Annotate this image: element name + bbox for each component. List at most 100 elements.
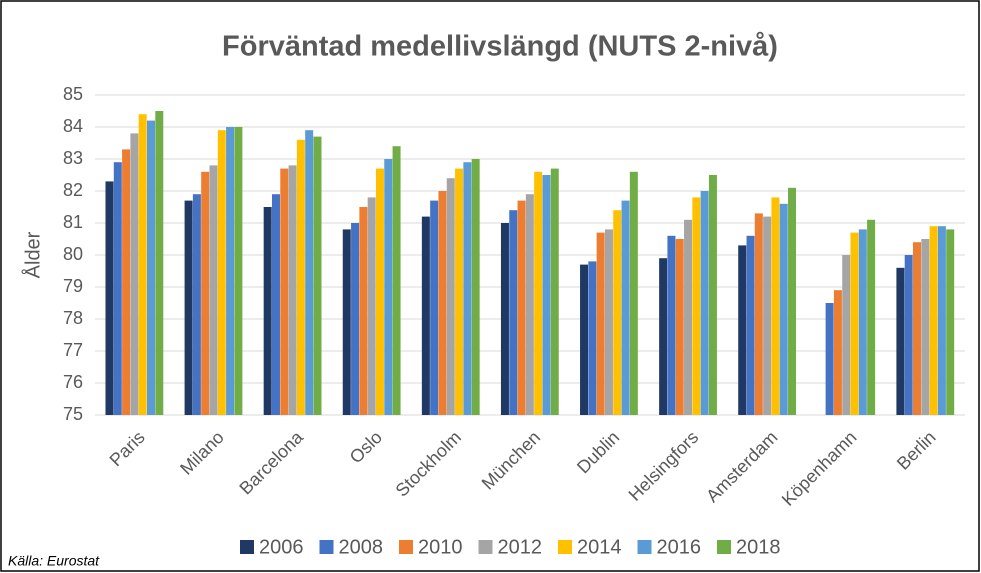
legend-swatch bbox=[399, 540, 413, 554]
bar bbox=[471, 159, 480, 415]
bar bbox=[700, 191, 709, 415]
y-tick-label: 78 bbox=[63, 308, 83, 328]
bar bbox=[263, 207, 272, 415]
bar bbox=[550, 168, 559, 415]
bar bbox=[896, 267, 905, 415]
y-tick-label: 85 bbox=[63, 84, 83, 104]
bar bbox=[509, 210, 518, 415]
source-note: Källa: Eurostat bbox=[8, 553, 100, 569]
bar bbox=[130, 133, 139, 415]
bar bbox=[684, 219, 693, 415]
bar bbox=[146, 120, 155, 415]
bar bbox=[850, 232, 859, 415]
bar bbox=[833, 290, 842, 415]
legend-swatch bbox=[637, 540, 652, 554]
bar bbox=[296, 139, 305, 416]
bar bbox=[226, 127, 235, 415]
legend-label: 2018 bbox=[736, 536, 781, 558]
legend-label: 2014 bbox=[577, 536, 622, 558]
legend-swatch bbox=[717, 540, 731, 554]
bar bbox=[525, 194, 534, 415]
bar bbox=[280, 168, 289, 415]
bar bbox=[629, 171, 638, 415]
bar bbox=[351, 223, 360, 415]
bar bbox=[342, 229, 351, 415]
bar bbox=[138, 114, 147, 415]
bar bbox=[122, 149, 131, 415]
bar bbox=[517, 200, 526, 415]
legend-swatch bbox=[558, 540, 572, 554]
bar bbox=[542, 175, 551, 415]
bar bbox=[105, 181, 114, 415]
bar bbox=[659, 258, 668, 415]
bar bbox=[746, 235, 755, 415]
bar bbox=[455, 168, 464, 415]
y-tick-label: 77 bbox=[63, 340, 83, 360]
y-tick-label: 76 bbox=[63, 372, 83, 392]
bar bbox=[708, 175, 717, 415]
bar bbox=[271, 194, 280, 415]
bar bbox=[234, 127, 243, 415]
bar bbox=[937, 226, 946, 415]
legend-label: 2016 bbox=[657, 536, 702, 558]
bar bbox=[621, 200, 630, 415]
bar bbox=[588, 261, 597, 415]
y-tick-label: 75 bbox=[63, 404, 83, 424]
bar bbox=[913, 242, 922, 415]
y-tick-label: 80 bbox=[63, 244, 83, 264]
bar bbox=[946, 229, 955, 415]
bar bbox=[209, 165, 218, 415]
bar bbox=[904, 255, 913, 415]
bar bbox=[184, 200, 193, 415]
y-tick-label: 82 bbox=[63, 180, 83, 200]
y-tick-label: 81 bbox=[63, 212, 83, 232]
bar bbox=[763, 216, 772, 415]
bar bbox=[675, 239, 684, 415]
bar bbox=[825, 303, 834, 415]
bar bbox=[604, 229, 613, 415]
bar bbox=[500, 223, 509, 415]
legend-swatch bbox=[319, 540, 334, 554]
bar bbox=[446, 178, 455, 415]
legend-label: 2008 bbox=[339, 536, 384, 558]
bar bbox=[438, 191, 447, 415]
bar bbox=[463, 162, 472, 415]
bar bbox=[113, 162, 122, 415]
bar bbox=[779, 203, 788, 415]
y-tick-label: 83 bbox=[63, 148, 83, 168]
bar bbox=[313, 136, 322, 415]
bar bbox=[867, 219, 876, 415]
bar bbox=[305, 130, 314, 415]
legend-swatch bbox=[240, 540, 254, 554]
bar bbox=[430, 200, 439, 415]
bar bbox=[384, 159, 393, 415]
bar bbox=[421, 216, 430, 415]
bar bbox=[375, 168, 384, 415]
y-axis-label: Ålder bbox=[21, 231, 44, 278]
legend-label: 2006 bbox=[259, 536, 304, 558]
bar bbox=[534, 171, 543, 415]
bar bbox=[667, 235, 676, 415]
bar bbox=[596, 232, 605, 415]
bar bbox=[201, 171, 210, 415]
bar bbox=[217, 130, 226, 415]
bar bbox=[288, 165, 297, 415]
y-tick-label: 84 bbox=[63, 116, 83, 136]
legend-swatch bbox=[478, 540, 493, 554]
bar bbox=[692, 197, 701, 415]
bar bbox=[192, 194, 201, 415]
bar bbox=[155, 111, 164, 415]
bar bbox=[367, 197, 376, 415]
bar bbox=[754, 213, 763, 415]
bar bbox=[580, 264, 589, 415]
bar bbox=[738, 245, 747, 415]
chart-title: Förväntad medellivslängd (NUTS 2-nivå) bbox=[222, 31, 778, 63]
bar bbox=[359, 207, 368, 415]
bar bbox=[842, 255, 851, 415]
bar bbox=[921, 239, 930, 415]
bar bbox=[788, 187, 797, 415]
bar bbox=[771, 197, 780, 415]
bar bbox=[392, 146, 401, 415]
